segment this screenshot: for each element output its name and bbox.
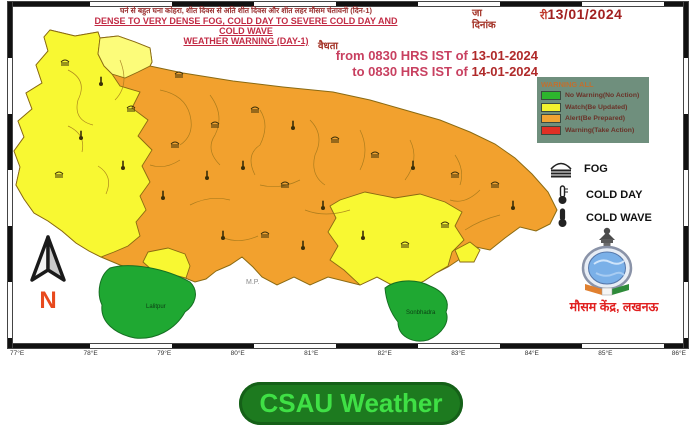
map-title-english: DENSE TO VERY DENSE FOG, COLD DAY TO SEV…: [88, 16, 404, 46]
validity-from-text: from 0830 HRS IST of: [335, 48, 472, 63]
map-frame-top: [8, 2, 688, 6]
issue-date-value: री13/01/2024: [540, 6, 622, 23]
csau-weather-button[interactable]: CSAU Weather: [239, 382, 463, 425]
label-sonbhadra: Sonbhadra: [406, 310, 436, 316]
uttar-pradesh-warning-map: Lalitpur Sonbhadra M.P.: [13, 29, 558, 342]
legend-swatch-yellow: [541, 102, 561, 112]
legend-swatch-red: [541, 125, 561, 135]
map-title-english-line1: DENSE TO VERY DENSE FOG, COLD DAY TO SEV…: [94, 16, 398, 36]
legend-item-alert: Alert(Be Prepared): [541, 114, 645, 123]
legend-swatch-green: [541, 91, 561, 100]
state-region-nowarning-lalitpur[interactable]: [98, 265, 196, 339]
legend-item-watch: Watch(Be Updated): [541, 102, 645, 112]
map-frame-bottom: [8, 344, 688, 348]
issue-date-text: 13/01/2024: [547, 6, 623, 22]
validity-label: वैधता: [318, 41, 338, 52]
validity-to: to 0830 HRS IST of 14-01-2024: [238, 64, 538, 79]
axis-tick: 80°E: [230, 350, 245, 357]
state-region-watch-east[interactable]: [454, 241, 481, 263]
validity-to-date: 14-01-2024: [471, 64, 539, 79]
label-mp: M.P.: [246, 279, 260, 286]
cold-day-icon: [558, 185, 568, 204]
warning-type-cold-day: COLD DAY: [548, 185, 642, 205]
state-region-watch-north[interactable]: [97, 35, 153, 79]
map-frame-left: [8, 2, 12, 348]
map-title-english-line2: WEATHER WARNING (DAY-1): [183, 36, 309, 46]
axis-tick: 78°E: [83, 350, 98, 357]
legend-label: Watch(Be Updated): [565, 103, 628, 111]
label-lalitpur: Lalitpur: [146, 304, 166, 310]
axis-tick: 81°E: [304, 350, 319, 357]
legend-label: No Warning(No Action): [565, 92, 640, 99]
cold-wave-icon: [558, 208, 567, 227]
state-region-watch-southeast[interactable]: [327, 191, 465, 289]
issue-date-label: जा दिनांक: [472, 8, 496, 31]
warning-type-fog: FOG: [548, 160, 608, 178]
state-region-nowarning-sonbhadra[interactable]: [384, 280, 448, 342]
issue-date-prefix: री: [540, 10, 548, 22]
state-region-watch-west[interactable]: [13, 29, 153, 258]
office-name: मौसम केंद्र, लखनऊ: [569, 300, 659, 314]
cold-wave-label: COLD WAVE: [586, 212, 652, 224]
axis-tick: 85°E: [598, 350, 613, 357]
map-title-hindi: घने से बहुत घना कोहरा, शीत दिवस से अति श…: [119, 6, 373, 15]
axis-tick: 86°E: [671, 350, 686, 357]
axis-tick: 77°E: [10, 350, 25, 357]
validity-from-date: 13-01-2024: [471, 48, 539, 63]
north-arrow-icon: [30, 235, 66, 282]
axis-tick: 82°E: [377, 350, 392, 357]
legend-swatch-orange: [541, 114, 561, 123]
fog-icon: [550, 162, 572, 178]
axis-tick: 83°E: [451, 350, 466, 357]
legend-title: WARNING ALL: [541, 80, 594, 89]
district-boundaries: [67, 59, 501, 241]
warning-type-cold-wave: COLD WAVE: [548, 208, 652, 228]
legend-label: Alert(Be Prepared): [565, 115, 626, 122]
validity-to-text: to 0830 HRS IST of: [352, 64, 472, 79]
imd-logo: [572, 226, 642, 303]
longitude-axis: 77°E 78°E 79°E 80°E 81°E 82°E 83°E 84°E …: [10, 350, 686, 357]
legend-label: Warning(Take Action): [565, 126, 635, 134]
ashoka-capital-icon: [599, 227, 615, 247]
warning-legend: WARNING ALL No Warning(No Action) Watch(…: [537, 77, 649, 143]
compass-n-label: N: [39, 287, 57, 314]
compass: N: [22, 234, 74, 314]
legend-item-warning: Warning(Take Action): [541, 125, 645, 135]
tricolor-ribbon-icon: [585, 284, 629, 296]
axis-tick: 79°E: [157, 350, 172, 357]
map-frame-right: [684, 2, 688, 348]
fog-label: FOG: [584, 163, 608, 175]
axis-tick: 84°E: [524, 350, 539, 357]
legend-item-no-warning: No Warning(No Action): [541, 91, 645, 100]
validity-from: from 0830 HRS IST of 13-01-2024: [238, 48, 538, 63]
cold-day-label: COLD DAY: [586, 189, 643, 201]
